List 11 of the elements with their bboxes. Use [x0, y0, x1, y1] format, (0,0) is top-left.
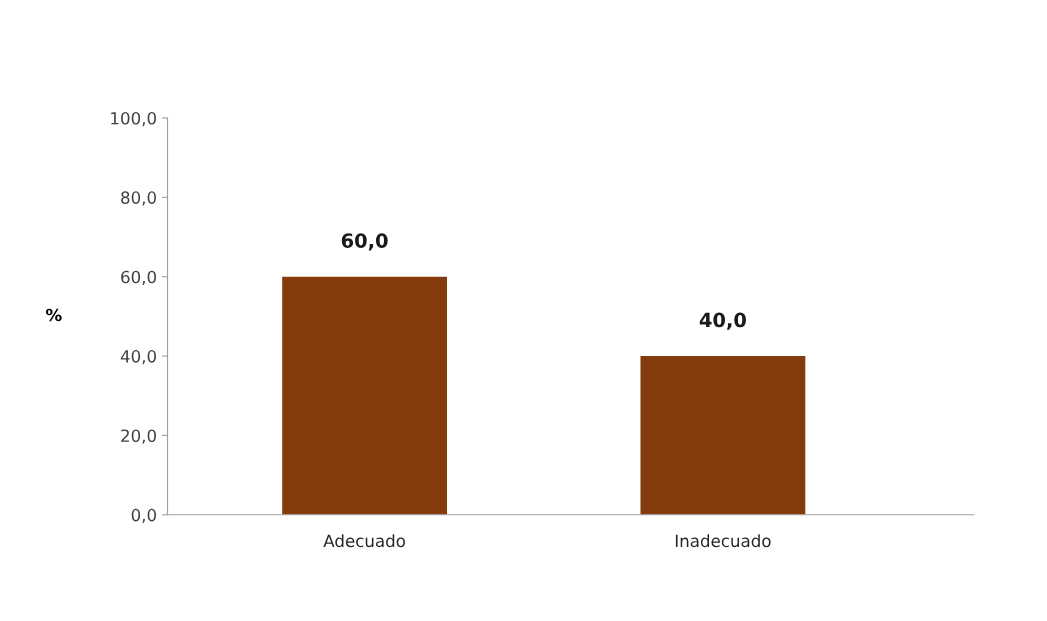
y-tick-label: 20,0	[121, 429, 156, 444]
x-tick-label: Adecuado	[323, 534, 406, 548]
y-tick-label: 40,0	[120, 350, 156, 365]
y-axis-title: %	[46, 308, 62, 322]
y-tick-label: 60,0	[121, 270, 156, 285]
y-tick-label: 100,0	[111, 111, 156, 127]
data-label: 60,0	[341, 233, 388, 251]
data-label: 40,0	[699, 312, 746, 330]
y-tick-label: 0,0	[131, 508, 156, 524]
y-tick-label: 80,0	[121, 191, 156, 206]
x-tick-label: Inadecuado	[675, 534, 771, 548]
